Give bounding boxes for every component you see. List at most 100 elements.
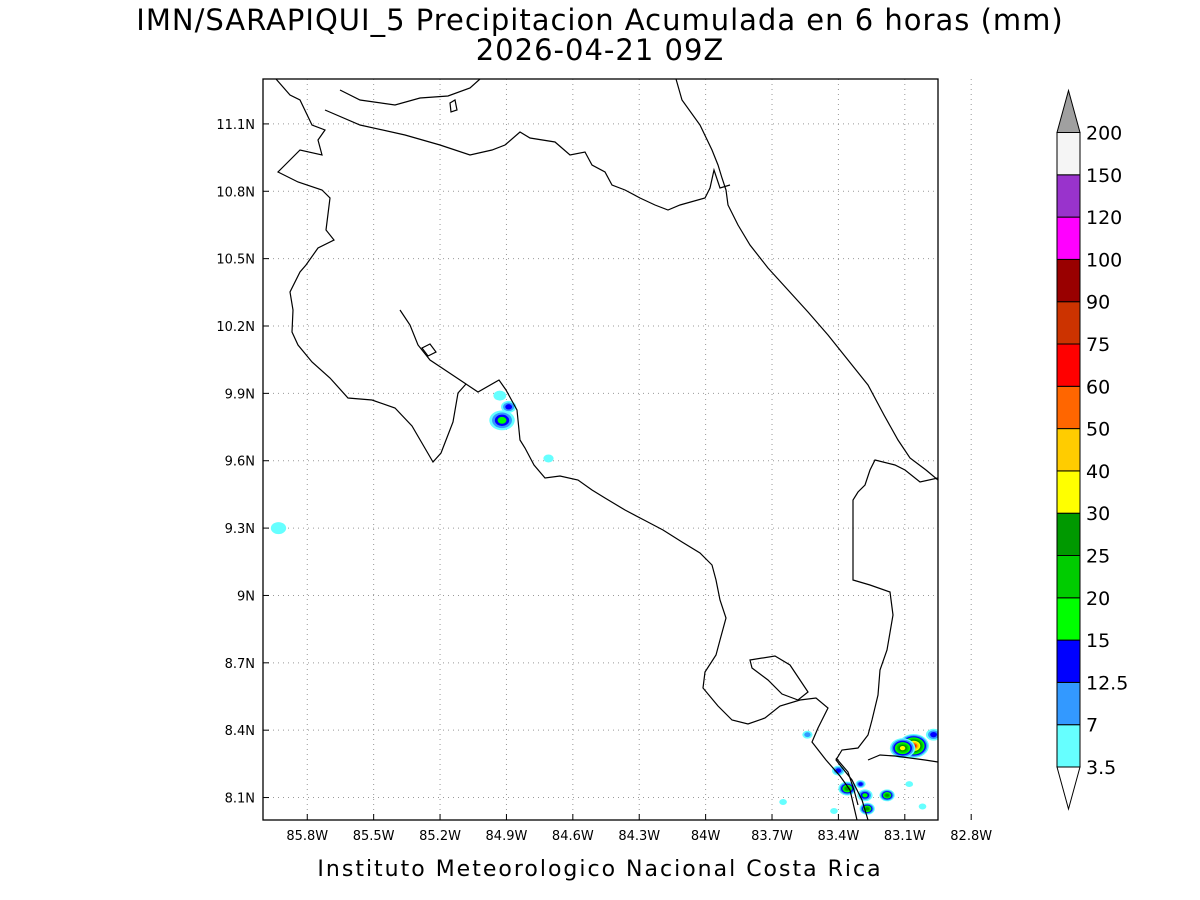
rain-contour [862,793,868,798]
lat-tick-label: 9N [237,589,255,604]
rain-contour [270,522,287,535]
panama-border [835,459,938,820]
colorbar-label: 150 [1086,165,1122,187]
rain-cell [838,781,857,796]
osa-peninsula [749,655,809,701]
rain-cell [779,799,787,806]
lon-tick-label: 83.7W [751,829,793,844]
colorbar-under-arrow [1056,766,1081,811]
colorbar-label: 30 [1086,503,1110,525]
colorbar-label: 20 [1086,588,1110,610]
colorbar-swatch [1056,216,1081,260]
colorbar-swatch [1056,639,1081,683]
lon-tick-label: 82.8W [950,829,992,844]
lat-tick-label: 8.1N [225,792,255,807]
colorbar-swatch [1056,385,1081,430]
lat-tick-label: 9.3N [225,522,255,537]
colorbar-legend: 3.5 7 12.5 15 20 25 30 40 50 60 75 90 100 120 150 200 [1056,88,1128,811]
lon-tick-label: 84.9W [486,829,528,844]
rain-contour [959,815,966,821]
lon-tick-label: 85.8W [286,829,328,844]
rain-contour [957,814,967,822]
rain-contour [956,813,969,823]
colorbar-label: 200 [1086,123,1122,145]
colorbar-over-arrow [1056,88,1081,133]
rain-contour [830,808,838,815]
lake-island [421,343,437,357]
map-timestamp: 2026-04-21 09Z [475,33,725,67]
caribbean-coast [675,79,938,481]
rain-contour [918,803,927,810]
colorbar-swatch [1056,470,1081,514]
rain-cell [493,390,507,401]
nicaragua-island [449,99,458,113]
lake-shore [324,109,731,211]
colorbar-label: 100 [1086,249,1122,271]
lon-tick-label: 84.6W [552,829,594,844]
rain-contour [804,732,811,738]
rain-contour [493,390,507,401]
rain-cell [543,454,554,463]
lon-tick-label: 84.3W [618,829,660,844]
rain-cell [905,781,914,788]
lat-tick-label: 10.8N [216,185,255,200]
rain-cell [973,807,983,815]
footer-credit: Instituto Meteorologico Nacional Costa R… [317,857,883,882]
rain-cell [925,728,938,741]
colorbar-swatch [1056,555,1081,599]
colorbar-label: 40 [1086,461,1110,483]
colorbar-swatch [1056,597,1081,641]
colorbar-swatch [1056,132,1081,176]
rain-contour [899,746,906,751]
rain-cell [489,410,515,431]
lon-tick-label: 83.4W [818,829,860,844]
colorbar-swatch [1056,512,1081,557]
lon-tick-label: 85.5W [353,829,395,844]
rain-contour [543,454,554,463]
lon-tick-label: 84W [691,829,721,844]
rain-contour [505,404,513,410]
rain-cell [501,400,517,413]
lat-tick-label: 10.2N [216,320,255,335]
coastline [275,79,938,820]
colorbar-label: 12.5 [1086,672,1128,694]
rain-contour [930,732,937,738]
rain-cell [918,803,927,810]
rain-contour [960,816,964,819]
colorbar-label: 120 [1086,207,1122,229]
rain-cell [270,522,287,535]
rain-contour [858,782,863,786]
colorbar-label: 15 [1086,630,1110,652]
rain-contour [497,416,507,424]
lat-tick-label: 8.4N [225,724,255,739]
colorbar-swatch [1056,428,1081,472]
colorbar-swatch [1056,681,1081,726]
panama-coast [867,754,938,763]
nicoya-shore [399,309,467,385]
rain-contour [905,781,914,788]
axis-ticks: 85.8W 85.5W 85.2W 84.9W 84.6W 84.3W 84W 83.7W 83… [216,118,992,844]
precipitation-cells [270,390,983,824]
lat-tick-label: 10.5N [216,253,255,268]
map-grid [263,79,972,820]
colorbar-label: 90 [1086,292,1110,314]
lat-tick-label: 9.9N [225,387,255,402]
inner-shoreline [339,79,481,106]
rain-cell [830,808,838,815]
colorbar-swatch [1056,343,1081,387]
lon-tick-label: 83.1W [884,829,926,844]
colorbar-label: 60 [1086,376,1110,398]
map-frame [262,78,939,821]
rain-contour [955,812,970,824]
colorbar-swatch [1056,174,1081,218]
nicaragua-coast [275,79,858,820]
map-title: IMN/SARAPIQUI_5 Precipitacion Acumulada … [136,3,1064,37]
rain-contour [975,809,981,814]
golfito-inlet [835,757,859,806]
colorbar-swatch [1056,301,1081,345]
rain-cell [889,738,916,759]
colorbar-label: 75 [1086,334,1110,356]
colorbar-label: 3.5 [1086,757,1116,779]
rain-contour [973,807,983,815]
